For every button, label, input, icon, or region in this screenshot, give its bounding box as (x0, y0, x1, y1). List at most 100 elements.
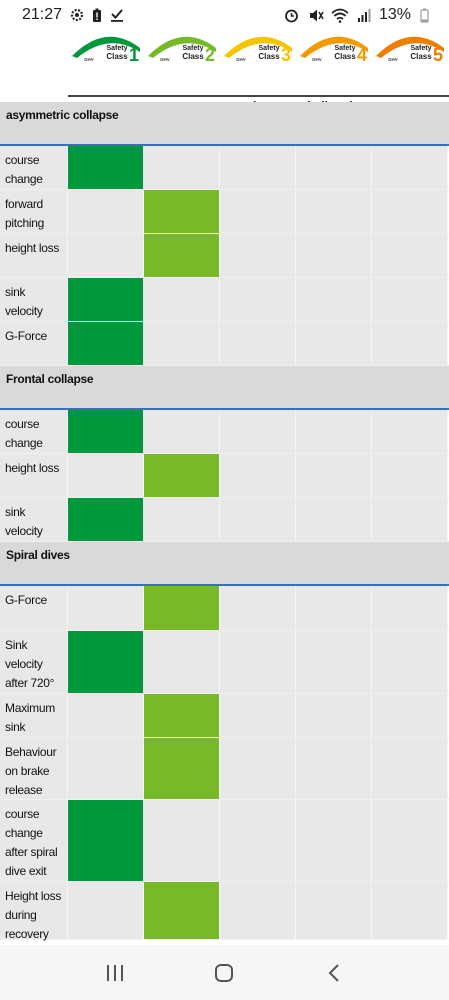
rating-cell-empty (68, 694, 144, 737)
table-row: course change (0, 410, 449, 454)
rating-cell-empty (220, 410, 296, 453)
logo-brand-text: DHV (160, 57, 170, 62)
row-label: G-Force (0, 322, 68, 365)
rating-cell-filled (144, 190, 220, 233)
section-title: Spiral dives (6, 548, 70, 562)
rating-cell-empty (296, 694, 372, 737)
rating-cell-empty (372, 882, 448, 939)
rating-cell-empty (372, 586, 448, 630)
row-label: Height loss during recovery (0, 882, 68, 941)
rating-cell-empty (68, 234, 144, 277)
rating-cell-filled (144, 586, 220, 630)
table-row: Sink velocity after 720° (0, 631, 449, 694)
rating-cell-empty (296, 190, 372, 233)
rating-cell-empty (372, 234, 448, 277)
rating-cell-empty (372, 694, 448, 737)
rating-cell-empty (296, 631, 372, 693)
rating-cell-empty (296, 586, 372, 630)
rating-cell-empty (372, 190, 448, 233)
battery-percent: 13% (378, 6, 411, 23)
row-label: course change after spiral dive exit (0, 800, 68, 881)
rating-cell-empty (220, 586, 296, 630)
table-row: forward pitching (0, 190, 449, 234)
row-label: Behaviour on brake release (0, 738, 68, 799)
table-row: G-Force (0, 586, 449, 631)
row-label: course change (0, 146, 68, 189)
rating-cell-empty (144, 278, 220, 321)
rating-cell-empty (144, 410, 220, 453)
rating-cell-empty (144, 631, 220, 693)
header-divider (68, 95, 449, 97)
mute-icon (307, 6, 325, 24)
rating-cell-empty (220, 146, 296, 189)
section-title: asymmetric collapse (6, 108, 119, 122)
section-title: Frontal collapse (6, 372, 94, 386)
rating-cell-empty (372, 631, 448, 693)
safety-class-3-logo: Safety Class 3 DHV (221, 28, 295, 68)
logo-brand-text: DHV (388, 57, 398, 62)
rating-cell-empty (220, 800, 296, 881)
table-row: G-Force (0, 322, 449, 366)
table-row: Height loss during recovery (0, 882, 449, 941)
rating-cell-empty (220, 190, 296, 233)
logo-class-text: Class (182, 52, 204, 61)
table-row: sink velocity (0, 278, 449, 322)
rating-cell-empty (68, 190, 144, 233)
rating-cell-empty (68, 454, 144, 497)
logo-class-text: Class (410, 52, 432, 61)
home-icon[interactable] (209, 958, 239, 988)
rating-cell-empty (296, 498, 372, 541)
row-label: height loss (0, 454, 68, 497)
row-label: height loss (0, 234, 68, 277)
section-header: Frontal collapse (0, 366, 449, 410)
row-label: Sink velocity after 720° (0, 631, 68, 693)
row-label: G-Force (0, 586, 68, 630)
rating-cell-empty (220, 738, 296, 799)
rating-cell-empty (144, 146, 220, 189)
rating-cell-empty (372, 498, 448, 541)
signal-icon (355, 6, 373, 24)
rating-cell-empty (68, 586, 144, 630)
rating-cell-empty (372, 322, 448, 365)
rating-cell-empty (220, 278, 296, 321)
recent-apps-icon[interactable] (100, 958, 130, 988)
status-bar: 21:27 13% (0, 0, 449, 30)
table-row: course change after spiral dive exit (0, 800, 449, 882)
rating-cell-filled (68, 498, 144, 541)
logo-class-number: 1 (129, 45, 139, 65)
battery-icon (415, 6, 433, 24)
section-header: Spiral dives (0, 542, 449, 586)
wifi-icon (331, 6, 349, 24)
table-row: sink velocity (0, 498, 449, 542)
rating-cell-empty (296, 882, 372, 939)
rating-cell-empty (296, 410, 372, 453)
rating-cell-empty (372, 410, 448, 453)
rating-cell-empty (296, 800, 372, 881)
navigation-bar (0, 945, 449, 1000)
logo-class-text: Class (106, 52, 128, 61)
rating-cell-empty (144, 322, 220, 365)
rating-cell-empty (68, 738, 144, 799)
rating-cell-empty (220, 234, 296, 277)
logo-class-text: Class (258, 52, 280, 61)
table-row: height loss (0, 234, 449, 278)
rating-cell-empty (144, 498, 220, 541)
rating-cell-empty (372, 146, 448, 189)
table-row: Behaviour on brake release (0, 738, 449, 800)
rating-cell-empty (372, 278, 448, 321)
rating-cell-filled (68, 278, 144, 321)
logo-safety-text: Safety (106, 45, 127, 52)
rating-cell-filled (144, 234, 220, 277)
logo-safety-text: Safety (258, 45, 279, 52)
back-icon[interactable] (319, 958, 349, 988)
table-row: height loss (0, 454, 449, 498)
logo-safety-text: Safety (334, 45, 355, 52)
row-label: course change (0, 410, 68, 453)
rating-cell-empty (296, 738, 372, 799)
rating-cell-empty (296, 322, 372, 365)
clock: 21:27 (22, 6, 63, 23)
rating-cell-empty (220, 498, 296, 541)
safety-class-4-logo: Safety Class 4 DHV (297, 28, 371, 68)
rating-cell-empty (296, 146, 372, 189)
table-row: Maximum sink velocity (0, 694, 449, 753)
